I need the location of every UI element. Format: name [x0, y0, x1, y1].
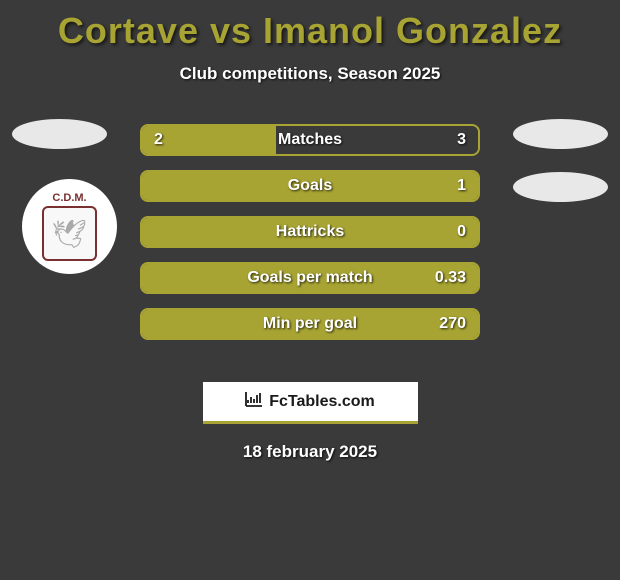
- player-badge-left: [12, 119, 107, 149]
- stat-value-right: 0.33: [435, 269, 466, 287]
- chart-icon: [245, 391, 263, 412]
- stat-label: Min per goal: [263, 315, 357, 333]
- club-logo-text: C.D.M.: [52, 192, 86, 204]
- stat-bar-matches: 2 Matches 3: [140, 124, 480, 156]
- stat-value-right: 3: [457, 131, 466, 149]
- stat-bar-goals-per-match: Goals per match 0.33: [140, 262, 480, 294]
- club-logo: C.D.M. 🕊: [22, 179, 117, 274]
- stat-bar-hattricks: Hattricks 0: [140, 216, 480, 248]
- subtitle: Club competitions, Season 2025: [0, 64, 620, 84]
- footer-brand-badge[interactable]: FcTables.com: [203, 382, 418, 424]
- club-logo-bird-icon: 🕊: [52, 217, 88, 250]
- player-badge-right-1: [513, 119, 608, 149]
- stat-value-right: 1: [457, 177, 466, 195]
- stat-value-right: 270: [439, 315, 466, 333]
- stat-label: Goals: [288, 177, 332, 195]
- club-logo-shield-icon: 🕊: [42, 206, 97, 261]
- stat-label: Matches: [278, 131, 342, 149]
- stat-bar-min-per-goal: Min per goal 270: [140, 308, 480, 340]
- stat-value-right: 0: [457, 223, 466, 241]
- stat-value-left: 2: [154, 131, 163, 149]
- player-badge-right-2: [513, 172, 608, 202]
- footer-brand-text: FcTables.com: [269, 393, 375, 411]
- page-title: Cortave vs Imanol Gonzalez: [0, 0, 620, 52]
- stat-label: Hattricks: [276, 223, 344, 241]
- footer-date: 18 february 2025: [0, 442, 620, 462]
- stat-bar-goals: Goals 1: [140, 170, 480, 202]
- stat-bars: 2 Matches 3 Goals 1 Hattricks 0 Goals pe…: [140, 124, 480, 340]
- stat-label: Goals per match: [247, 269, 372, 287]
- comparison-area: C.D.M. 🕊 2 Matches 3 Goals 1 Hattricks 0…: [0, 124, 620, 364]
